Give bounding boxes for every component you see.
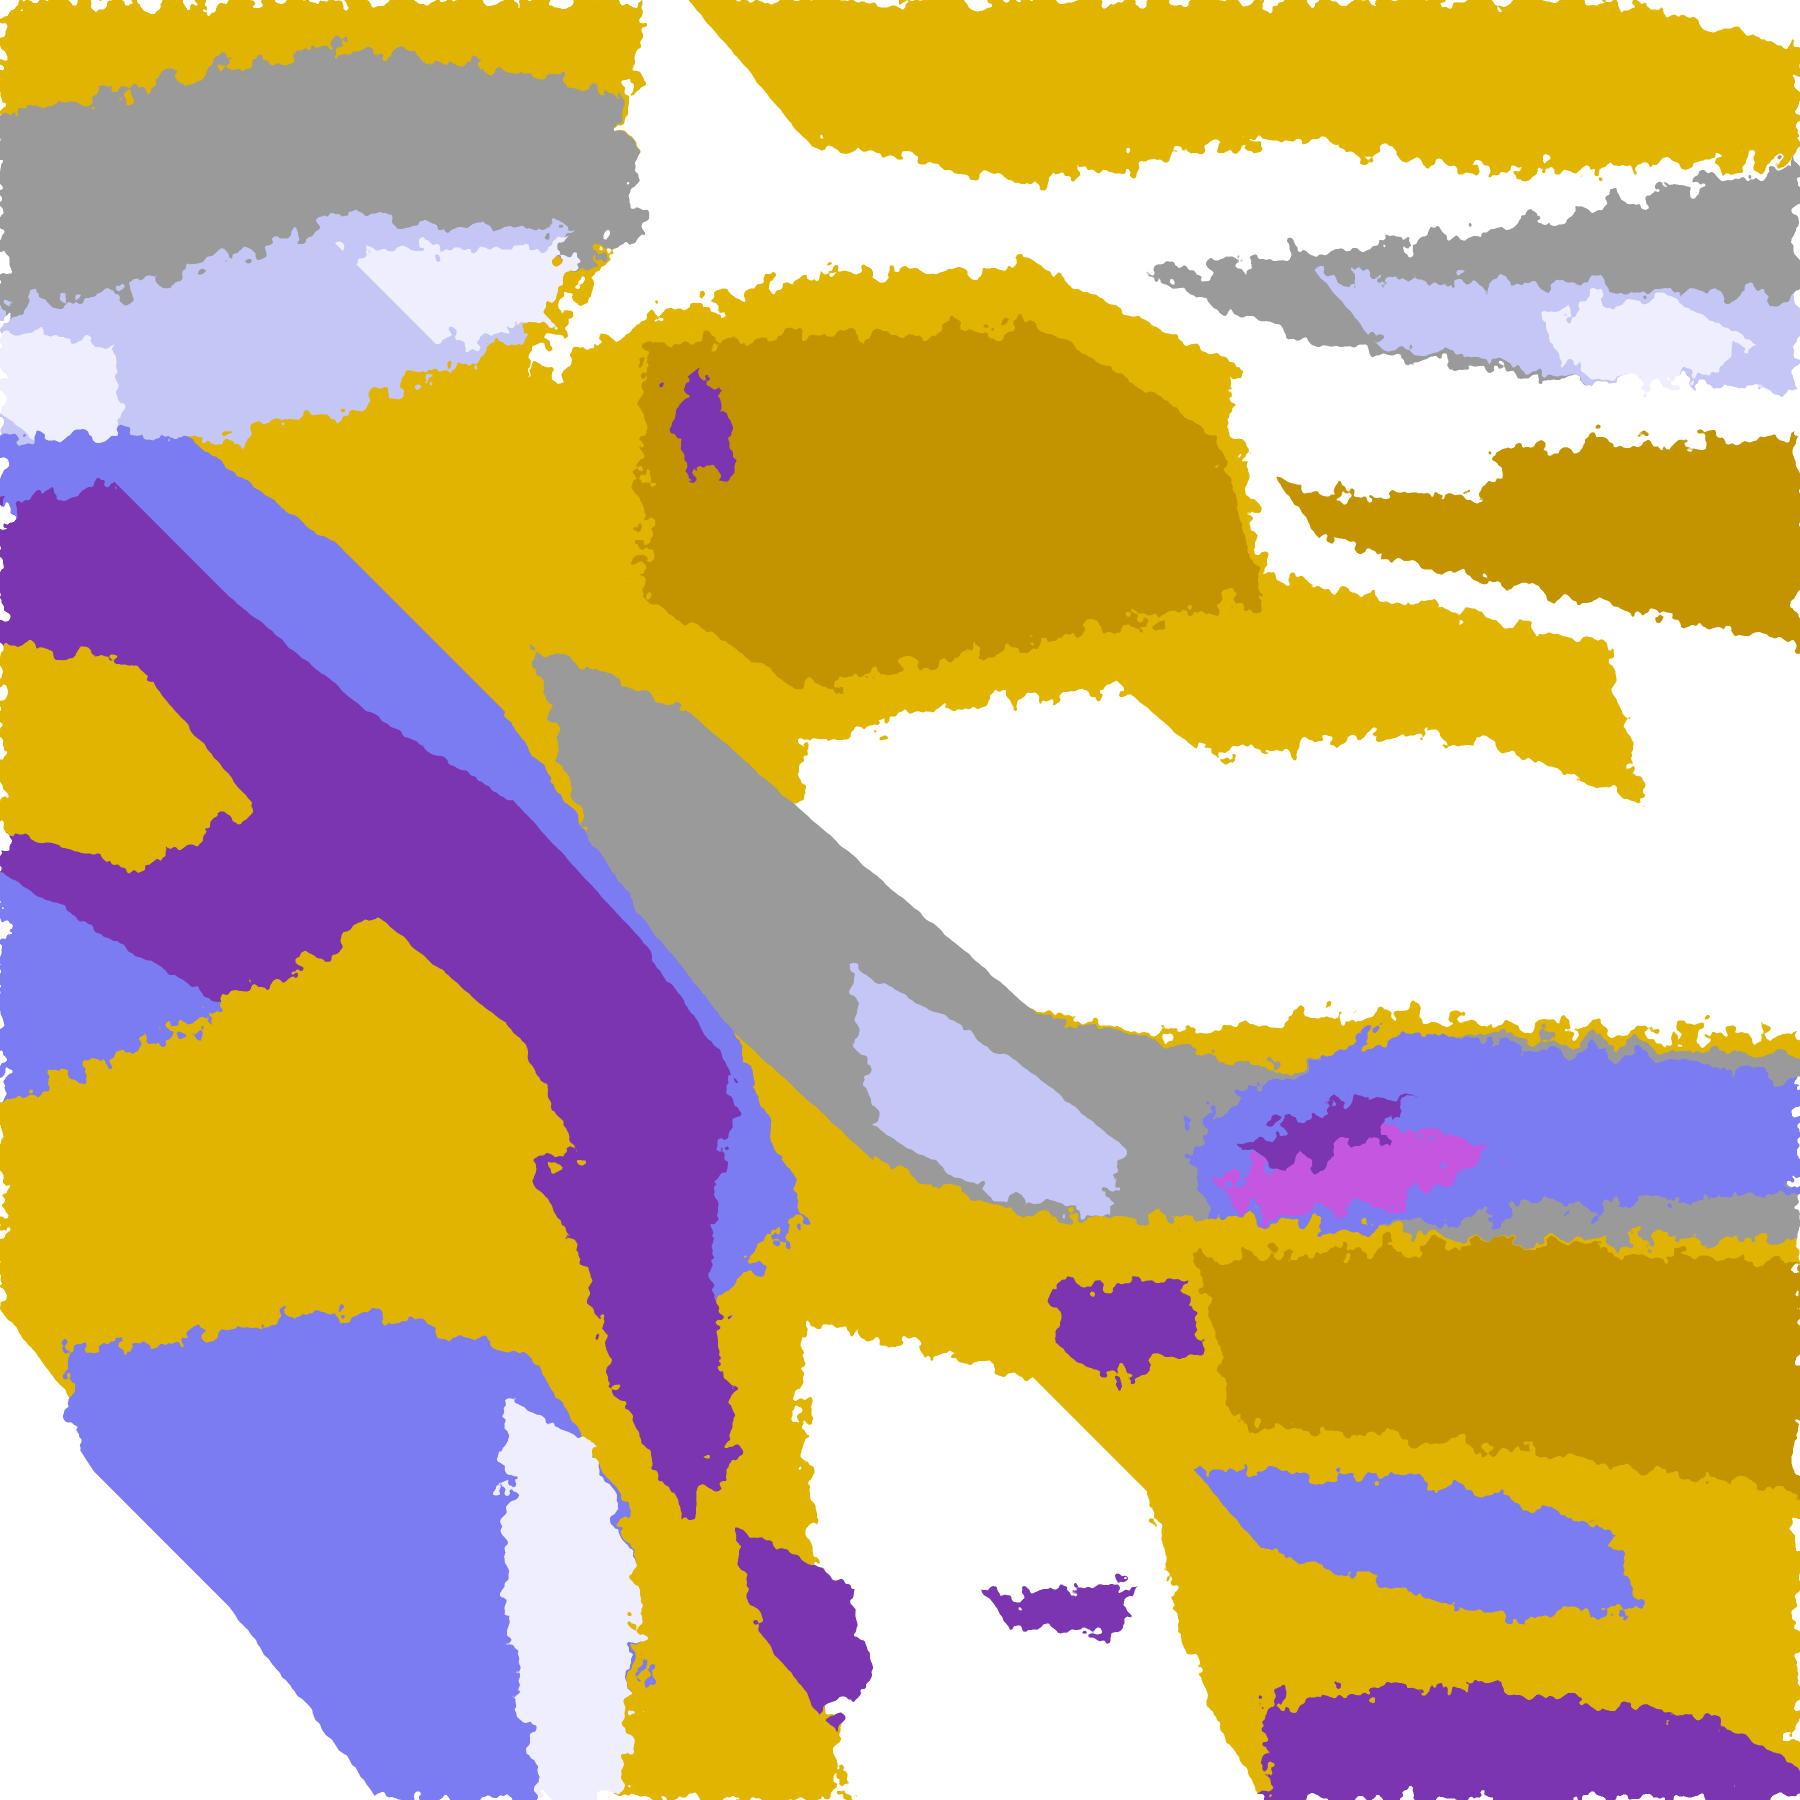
cloud-region-gold-west-inner2	[206, 918, 574, 1217]
cloud-band-pale-nw	[0, 332, 127, 448]
cloud-band-purple-ne-spot	[665, 378, 735, 483]
cloud-region-gold-ne	[688, 0, 1800, 184]
cloud-region-gold-west-inner	[0, 642, 253, 873]
cloud-band-purple-center	[1056, 1274, 1206, 1378]
cloud-band-lavender-diagonal	[849, 964, 1125, 1217]
clear-area-central	[803, 734, 1493, 1011]
clear-area-ne	[642, 160, 804, 265]
cloud-band-purple-east	[1239, 1090, 1412, 1171]
cloud-band-purple-se	[1262, 1687, 1800, 1800]
cloud-band-pale-sw	[505, 1400, 643, 1800]
cloud-band-pale-ne	[1538, 298, 1757, 391]
cloud-band-pale-n	[344, 241, 574, 345]
cloud-band-periwinkle-se	[1193, 1469, 1642, 1619]
cloud-region-dark-gold	[642, 321, 1263, 689]
cloud-band-purple-cyprus-like	[987, 1584, 1137, 1631]
cloud-region-gold-se	[1193, 1239, 1800, 1493]
cloud-band-purple-south	[734, 1526, 873, 1722]
clear-area-sea	[803, 1320, 1240, 1800]
cloud-band-periwinkle-sw	[68, 1308, 643, 1800]
clear-area-north	[1228, 355, 1493, 494]
cloud-band-magenta-east	[1216, 1125, 1493, 1217]
